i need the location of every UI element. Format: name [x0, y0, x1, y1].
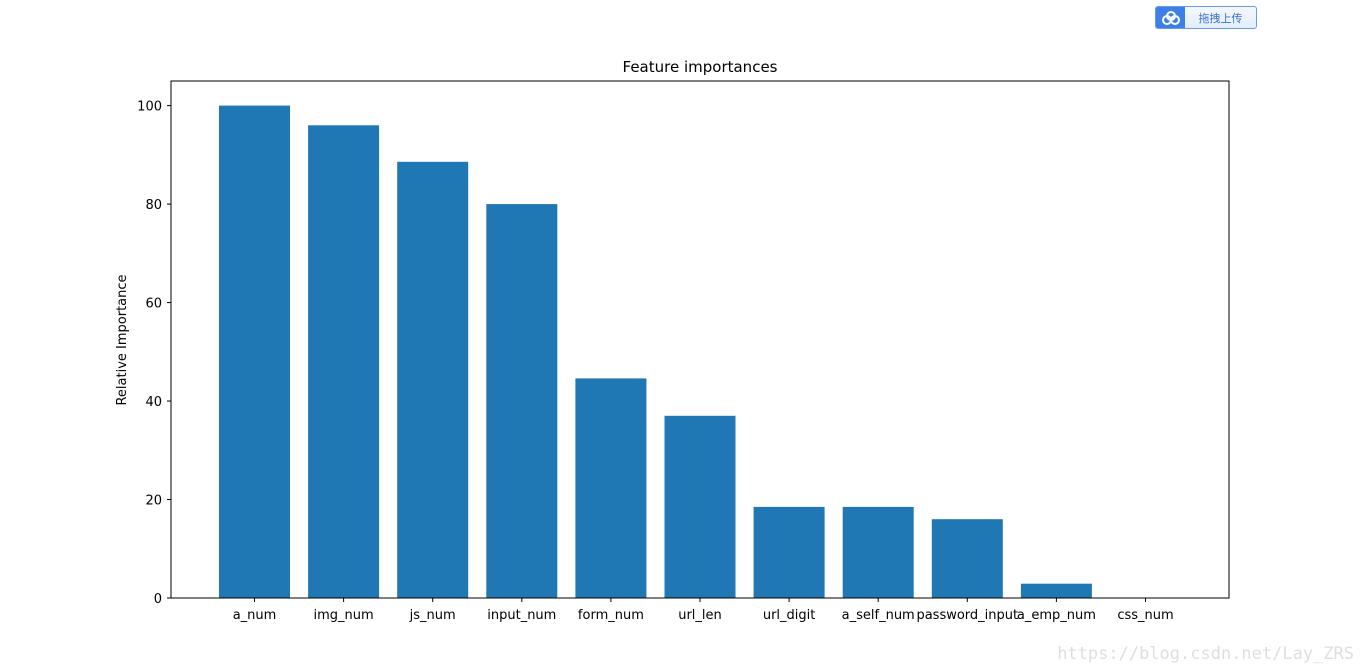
upload-button-label: 拖拽上传 [1198, 11, 1243, 25]
bar-a_self_num [842, 506, 914, 598]
watermark-url: https://blog.csdn.net/Lay_ZRS [1057, 644, 1354, 664]
x-ticks-group: a_num img_num js_num input_num form_num url_l… [233, 598, 1174, 623]
axes-frame [170, 80, 1230, 599]
x-tick-label-js_num: js_num [409, 608, 456, 623]
bar-password_input [931, 519, 1003, 598]
upload-button[interactable]: 拖拽上传 [1155, 6, 1257, 29]
x-tick-label-form_num: form_num [578, 608, 644, 623]
x-tick-label-a_num: a_num [233, 608, 277, 623]
bars-group [219, 105, 1092, 599]
chart-title: Feature importances [623, 58, 778, 76]
y-tick-label-80: 80 [145, 198, 162, 213]
cloud-upload-icon [1156, 7, 1185, 28]
x-tick-label-css_num: css_num [1117, 608, 1173, 623]
y-tick-label-20: 20 [145, 494, 162, 509]
x-tick-label-input_num: input_num [487, 608, 556, 623]
y-ticks-group: 0 20 40 60 80 100 [137, 100, 171, 607]
bar-url_len [664, 415, 736, 598]
x-tick-label-a_emp_num: a_emp_num [1017, 608, 1096, 623]
y-tick-label-100: 100 [137, 100, 162, 115]
bar-input_num [486, 204, 558, 598]
x-tick-label-url_len: url_len [678, 608, 722, 623]
bar-a_emp_num [1020, 583, 1092, 598]
y-tick-label-40: 40 [145, 395, 162, 410]
bar-img_num [308, 125, 380, 599]
bar-js_num [397, 161, 469, 599]
x-tick-label-url_digit: url_digit [763, 608, 816, 623]
x-tick-label-a_self_num: a_self_num [842, 608, 915, 623]
y-tick-label-60: 60 [145, 297, 162, 312]
x-tick-label-password_input: password_input [916, 608, 1018, 623]
bar-a_num [219, 105, 290, 598]
y-axis-label: Relative Importance [115, 274, 130, 405]
x-tick-label-img_num: img_num [314, 608, 374, 623]
bar-url_digit [753, 506, 825, 598]
y-tick-label-0: 0 [154, 592, 162, 607]
bar-form_num [575, 378, 647, 598]
